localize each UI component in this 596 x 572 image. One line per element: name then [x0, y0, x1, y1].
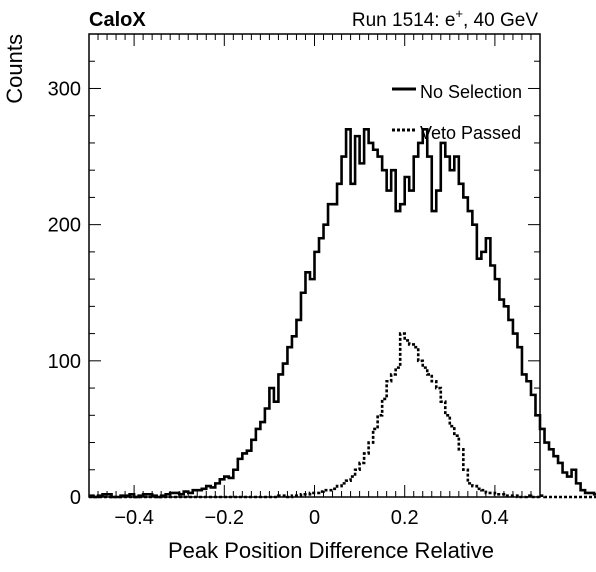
legend: No Selection Veto Passed	[392, 82, 522, 143]
y-tick-label: 200	[48, 215, 81, 237]
run-info-superscript: +	[455, 6, 463, 21]
series-veto-passed-line	[89, 332, 596, 499]
x-tick-label: 0	[309, 507, 320, 529]
x-tick-label: −0.2	[205, 507, 244, 529]
experiment-label: CaloX	[89, 9, 146, 31]
series-no-selection-line	[89, 128, 596, 499]
y-tick-label: 300	[48, 78, 81, 100]
run-info-label: Run 1514: e+, 40 GeV	[352, 6, 538, 31]
plot-frame	[88, 33, 541, 498]
y-axis-title: Counts	[2, 34, 27, 104]
axis-tick-labels: −0.4 −0.2 0 0.2 0.4 0 100 200 300	[48, 78, 509, 529]
x-tick-label: 0.2	[391, 507, 419, 529]
run-info-prefix: Run 1514: e	[352, 10, 456, 31]
y-tick-label: 0	[70, 487, 81, 509]
x-tick-label: 0.4	[481, 507, 509, 529]
y-tick-label: 100	[48, 351, 81, 373]
legend-label-veto-passed: Veto Passed	[420, 123, 521, 143]
x-axis-title: Peak Position Difference Relative	[168, 538, 494, 563]
x-tick-label: −0.4	[114, 507, 153, 529]
legend-label-no-selection: No Selection	[420, 82, 522, 102]
plot-area	[89, 128, 596, 499]
run-info-suffix: , 40 GeV	[463, 10, 538, 31]
